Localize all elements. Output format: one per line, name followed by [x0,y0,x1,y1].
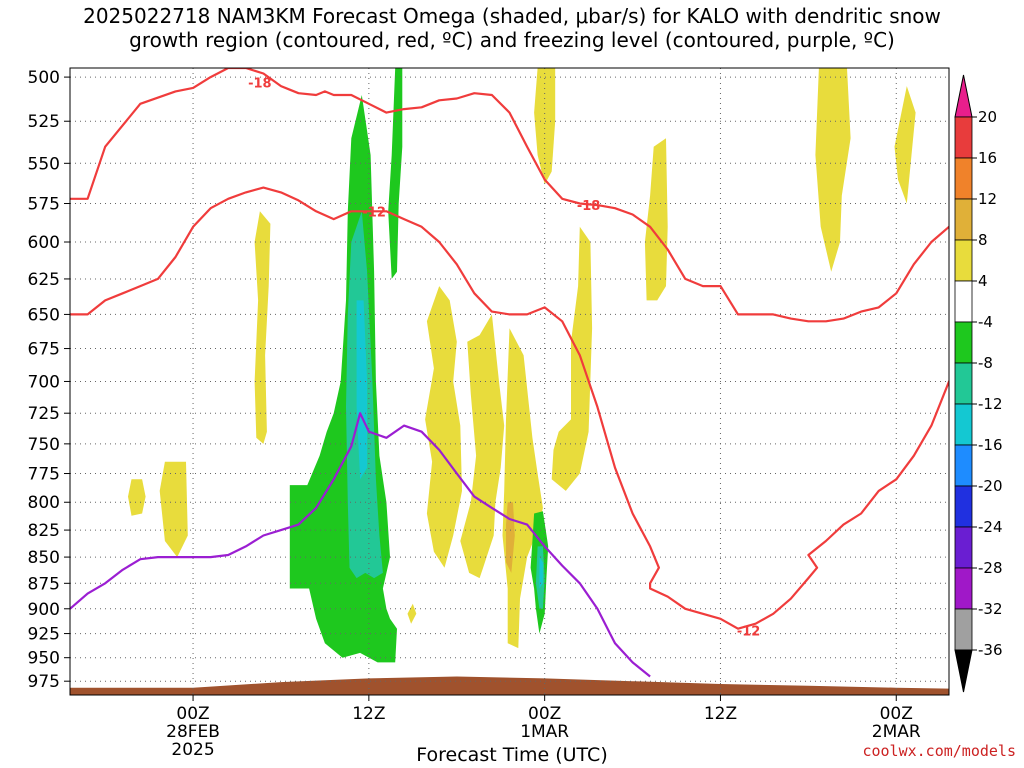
colorbar-bin--4 [954,280,973,323]
colorbar-tick-label-4: 4 [978,272,988,290]
omega-shading [128,68,916,663]
y-tick-label-600: 600 [28,233,60,253]
y-tick-label-800: 800 [28,493,60,513]
contour-labels: -18 -18 -12 -12 [248,77,760,640]
contour-0-line [70,412,651,678]
colorbar-tick-label--8: -8 [978,354,993,372]
x-tick-label-40-0: 00Z [880,704,913,724]
omega-region-4-7 [534,68,556,185]
x-tick-label-30-0: 12Z [704,704,737,724]
contour-label-3: -12 [737,625,761,640]
title-line-2: growth region (contoured, red, ºC) and f… [129,28,895,52]
omega-region-4-3 [407,603,417,624]
contour-lines [70,68,949,678]
omega-region-4-6 [502,328,543,649]
chart-title: 2025022718 NAM3KM Forecast Omega (shaded… [0,4,1024,52]
colorbar-tick-label--36: -36 [978,641,1003,659]
colorbar-bin--28 [954,526,973,569]
colorbar-bin-12 [954,157,973,200]
x-tick-label-20-1: 1MAR [520,722,569,742]
y-tick-label-900: 900 [28,600,60,620]
y-tick-label-625: 625 [28,270,60,290]
colorbar-bin-8 [954,198,973,241]
omega-region-4-9 [644,138,668,301]
y-tick-label-925: 925 [28,625,60,645]
colorbar-tick-label-12: 12 [978,190,997,208]
y-tick-label-675: 675 [28,340,60,360]
colorbar-tick-label--16: -16 [978,436,1003,454]
terrain-fill [70,676,949,695]
x-tick-label-20-0: 00Z [528,704,561,724]
y-tick-label-825: 825 [28,521,60,541]
y-tick-label-850: 850 [28,548,60,568]
colorbar-tick-label--28: -28 [978,559,1003,577]
contour-label-0: -18 [248,77,272,92]
x-tick-label-0-0: 00Z [176,704,209,724]
contour-label-1: -18 [577,199,601,214]
colorbar-bin--20 [954,444,973,487]
contour-label-2: -12 [362,205,386,220]
title-line-1: 2025022718 NAM3KM Forecast Omega (shaded… [83,4,941,28]
colorbar-bin--12 [954,362,973,405]
colorbar-bottom-arrow [954,649,973,693]
y-tick-label-700: 700 [28,372,60,392]
omega-region-4-8 [551,226,593,491]
y-tick-label-750: 750 [28,435,60,455]
colorbar-bin--32 [954,567,973,610]
colorbar-tick-label--20: -20 [978,477,1003,495]
y-tick-label-525: 525 [28,112,60,132]
omega-region--8-1 [388,68,403,279]
colorbar-bin--8 [954,321,973,364]
x-tick-label-10-0: 12Z [352,704,385,724]
y-tick-label-875: 875 [28,574,60,594]
colorbar-tick-label--4: -4 [978,313,993,331]
omega-region-4-2 [254,211,271,444]
colorbar-bin--16 [954,403,973,446]
terrain-layer [70,676,949,695]
colorbar-tick-label-16: 16 [978,149,997,167]
colorbar: 20 16 12 8 4 -4 -8 -12 -16 -20 -24 -28 -32 -36 [954,74,1003,693]
colorbar-top-arrow [954,74,973,118]
y-tick-label-575: 575 [28,195,60,215]
credit-text: coolwx.com/models [862,742,1016,760]
y-tick-label-950: 950 [28,649,60,669]
colorbar-tick-label--24: -24 [978,518,1003,536]
colorbar-tick-label--32: -32 [978,600,1003,618]
colorbar-tick-label-20: 20 [978,108,997,126]
x-tick-label-0-2: 2025 [171,740,214,760]
y-tick-label-975: 975 [28,672,60,692]
x-tick-label-40-1: 2MAR [872,722,921,742]
colorbar-bin--36 [954,608,973,651]
y-tick-label-550: 550 [28,154,60,174]
contour--12-line [70,186,949,630]
y-tick-label-650: 650 [28,305,60,325]
omega-region--16-1 [539,557,543,589]
omega-region--8-0 [289,95,397,663]
colorbar-tick-label-8: 8 [978,231,988,249]
omega-region-4-11 [894,86,916,204]
x-tick-label-0-1: 28FEB [166,722,220,742]
omega-region-4-5 [460,314,505,579]
omega-region-4-1 [159,461,188,558]
omega-region-4-0 [128,479,146,516]
colorbar-bin-16 [954,116,973,159]
omega-region--16-0 [356,300,368,480]
y-axis: 500 525 550 575 600 625 650 675 700 725 750 775 800 8… [28,68,70,692]
x-axis-title: Forecast Time (UTC) [416,744,608,766]
contour--18-line [70,68,949,323]
y-tick-label-775: 775 [28,465,60,485]
omega-region-4-10 [815,68,851,272]
y-tick-label-725: 725 [28,404,60,424]
y-tick-label-500: 500 [28,68,60,88]
colorbar-bin--24 [954,485,973,528]
omega-region-4-4 [425,286,462,568]
colorbar-bin-4 [954,239,973,282]
colorbar-tick-label--12: -12 [978,395,1003,413]
